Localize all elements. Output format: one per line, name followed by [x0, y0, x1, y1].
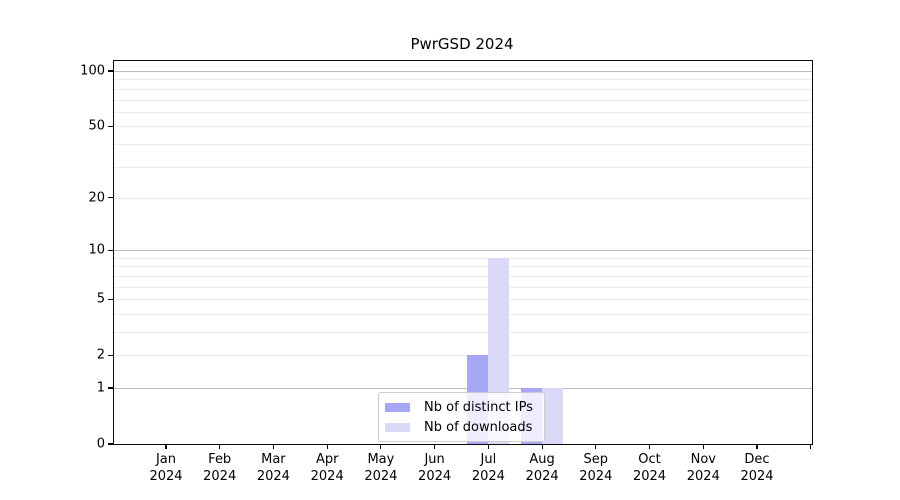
x-tick-4 — [380, 444, 382, 449]
gridline-major-10 — [114, 250, 812, 252]
gridline-minor-2 — [114, 355, 812, 357]
x-tick-2 — [272, 444, 274, 449]
gridline-minor-3 — [114, 332, 812, 333]
x-tick-11 — [756, 444, 758, 449]
y-tick-2 — [108, 354, 113, 356]
y-tick-label-100: 100 — [80, 63, 105, 79]
y-tick-20 — [108, 197, 113, 199]
chart-title: PwrGSD 2024 — [410, 35, 514, 53]
x-tick-label-jan: Jan 2024 — [149, 452, 183, 484]
bar-downloads-aug — [542, 388, 564, 444]
gridline-minor-70 — [114, 99, 812, 101]
x-tick-10 — [702, 444, 704, 449]
x-tick-label-dec: Dec 2024 — [740, 452, 774, 484]
x-tick-label-aug: Aug 2024 — [525, 452, 559, 484]
gridline-minor-60 — [114, 111, 812, 113]
y-tick-0 — [108, 443, 113, 445]
gridline-minor-90 — [114, 79, 812, 81]
y-tick-50 — [108, 125, 113, 127]
gridline-minor-9 — [114, 257, 812, 259]
x-tick-label-nov: Nov 2024 — [686, 452, 720, 484]
gridline-minor-20 — [114, 197, 812, 199]
legend-label-distinct-ips: Nb of distinct IPs — [424, 399, 533, 415]
y-tick-label-20: 20 — [88, 190, 105, 206]
x-tick-label-jun: Jun 2024 — [418, 452, 452, 484]
gridline-minor-40 — [114, 143, 812, 145]
y-tick-5 — [108, 298, 113, 300]
y-tick-label-5: 5 — [96, 291, 105, 307]
gridline-minor-4 — [114, 313, 812, 315]
x-tick-7 — [541, 444, 543, 449]
gridline-minor-6 — [114, 286, 812, 288]
y-tick-label-1: 1 — [96, 380, 105, 396]
x-tick-0 — [165, 444, 167, 449]
gridline-minor-5 — [114, 299, 812, 301]
x-tick-9 — [648, 444, 651, 449]
x-tick-1 — [219, 444, 221, 449]
gridline-minor-50 — [114, 126, 812, 128]
x-tick-label-mar: Mar 2024 — [256, 452, 290, 484]
x-tick-label-apr: Apr 2024 — [310, 452, 344, 484]
gridline-minor-7 — [114, 275, 812, 277]
x-tick-label-jul: Jul 2024 — [471, 452, 505, 484]
y-tick-label-50: 50 — [88, 118, 105, 134]
x-tick-6 — [487, 444, 489, 449]
y-tick-1 — [108, 387, 113, 389]
gridline-minor-8 — [114, 266, 812, 268]
x-tick-8 — [595, 444, 597, 449]
gridline-major-1 — [114, 388, 812, 389]
x-tick-12 — [810, 444, 812, 449]
x-tick-3 — [326, 444, 328, 449]
y-tick-label-0: 0 — [96, 436, 105, 452]
x-tick-label-sep: Sep 2024 — [579, 452, 613, 484]
gridline-major-100 — [114, 71, 812, 72]
y-tick-100 — [108, 70, 113, 72]
legend-row-distinct-ips: Nb of distinct IPs — [385, 398, 536, 416]
x-tick-label-may: May 2024 — [364, 452, 398, 484]
legend-label-downloads: Nb of downloads — [424, 419, 533, 435]
y-tick-10 — [108, 249, 113, 251]
y-tick-label-2: 2 — [96, 347, 105, 363]
x-tick-label-oct: Oct 2024 — [632, 452, 667, 484]
x-tick-5 — [434, 444, 436, 449]
plot-area: Dec 2024 Nov 2024 Oct 2024 Sep 2024 Aug 2024… — [80, 60, 813, 484]
gridline-minor-30 — [114, 166, 812, 168]
legend-swatch-distinct-ips — [385, 402, 410, 412]
y-tick-label-10: 10 — [88, 242, 105, 258]
legend: Nb of distinct IPs Nb of downloads — [378, 392, 545, 442]
legend-row-downloads: Nb of downloads — [385, 418, 536, 436]
legend-swatch-downloads — [385, 422, 410, 432]
x-tick-label-feb: Feb 2024 — [203, 452, 237, 484]
gridline-minor-80 — [114, 88, 812, 90]
